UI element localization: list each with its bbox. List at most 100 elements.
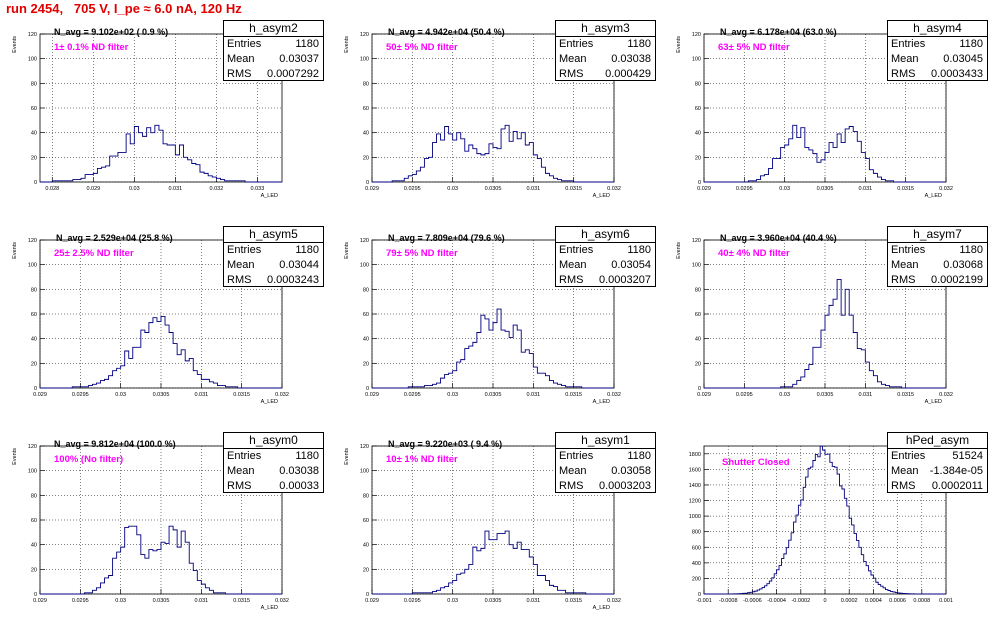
x-tick-label: 0.03 [129,186,140,192]
x-tick-label: 0.031 [194,392,208,398]
y-tick-label: 1200 [689,499,701,505]
y-tick-label: 80 [31,287,37,293]
x-tick-label: 0.0295 [404,186,421,192]
x-tick-label: 0.03 [447,186,458,192]
x-tick-label: 0.029 [33,392,47,398]
x-tick-label: 0.03 [115,598,126,604]
x-tick-label: 0.029 [86,186,100,192]
stats-row-mean: Mean 0.03068 [888,258,987,273]
y-tick-label: 40 [31,131,37,137]
x-axis-label: A_LED [261,399,278,405]
stats-value-mean: 0.03038 [279,465,319,477]
filter-label: 100% (No filter) [54,454,124,465]
y-tick-label: 100 [360,469,369,475]
stats-value-mean: 0.03054 [611,259,651,271]
stats-key-rms: RMS [891,68,916,80]
x-tick-label: 0.03 [447,392,458,398]
y-axis-label: Events [676,36,682,53]
histogram-panel: -0.001 -0.0008 -0.0006 -0.0004 -0.0002 0 0.000… [664,432,996,639]
stats-value-mean: 0.03037 [279,53,319,65]
stats-box: h_asym2 Entries 1180 Mean 0.03037 RMS 0.000729… [223,20,324,81]
n-avg-label: N_avg = 9.102e+02 ( 0.9 %) [54,27,169,37]
x-tick-label: 0.033 [251,186,265,192]
y-tick-label: 20 [363,361,369,367]
histogram-plot: 0.029 0.0295 0.03 0.0305 0.031 0.0315 0.032 0 20… [676,238,953,405]
stats-key-mean: Mean [227,259,255,271]
stats-key-rms: RMS [227,274,252,286]
y-tick-label: 100 [360,263,369,269]
stats-value-entries: 1180 [295,244,319,256]
stats-key-entries: Entries [891,450,926,462]
y-axis-label: Events [12,242,18,259]
y-tick-label: 100 [360,57,369,63]
y-tick-label: 200 [692,576,701,582]
stats-row-entries: Entries 1180 [224,243,323,258]
x-tick-label: 0.029 [697,392,711,398]
histogram-name: hPed_asym [888,433,987,449]
y-tick-label: 20 [363,155,369,161]
x-tick-label: 0.0006 [889,598,906,604]
y-tick-label: 600 [692,545,701,551]
filter-label: Shutter Closed [722,457,790,468]
stats-value-rms: 0.0003203 [599,480,651,492]
histogram-line [372,530,614,595]
stats-key-mean: Mean [227,53,255,65]
histogram-name: h_asym4 [888,21,987,37]
stats-row-rms: RMS 0.0003243 [224,273,323,288]
x-tick-label: 0.029 [365,186,379,192]
y-tick-label: 20 [695,155,701,161]
n-avg-label: N_avg = 4.942e+04 (50.4 %) [388,27,505,37]
stats-value-entries: 1180 [627,38,651,50]
stats-key-entries: Entries [559,450,594,462]
histogram-name: h_asym5 [224,227,323,243]
y-tick-label: 120 [360,444,369,450]
histogram-line [704,124,946,183]
histogram-panel: 0.029 0.0295 0.03 0.0305 0.031 0.0315 0.032 0 20… [332,432,664,639]
stats-box: h_asym4 Entries 1180 Mean 0.03045 RMS 0.000343… [887,20,988,81]
x-tick-label: 0.031 [858,392,872,398]
x-tick-label: 0.029 [697,186,711,192]
histogram-panel: 0.028 0.029 0.03 0.031 0.032 0.033 0 20 40 60 80 10… [0,20,332,227]
y-tick-label: 60 [31,518,37,524]
y-axis-label: Events [344,36,350,53]
y-tick-label: 80 [31,493,37,499]
y-axis-label: Events [344,242,350,259]
y-tick-label: 80 [363,493,369,499]
y-tick-label: 80 [695,287,701,293]
histogram-panel: 0.029 0.0295 0.03 0.0305 0.031 0.0315 0.032 0 20… [0,432,332,639]
x-tick-label: 0.0315 [565,598,582,604]
stats-value-mean: 0.03068 [943,259,983,271]
y-tick-label: 20 [695,361,701,367]
x-tick-label: -0.0006 [743,598,762,604]
histogram-line [372,308,614,389]
y-tick-label: 60 [363,106,369,112]
filter-label: 40± 4% ND filter [718,248,790,259]
histogram-panel: 0.029 0.0295 0.03 0.0305 0.031 0.0315 0.032 0 20… [664,20,996,227]
x-tick-label: -0.0002 [791,598,810,604]
y-tick-label: 80 [363,81,369,87]
stats-value-rms: 0.0003207 [599,274,651,286]
x-tick-label: 0.0315 [233,392,250,398]
y-tick-label: 100 [28,57,37,63]
stats-row-rms: RMS 0.0003207 [556,273,655,288]
stats-value-mean: 0.03058 [611,465,651,477]
y-axis-label: Events [12,448,18,465]
x-tick-label: 0.032 [607,598,621,604]
n-avg-label: N_avg = 9.220e+03 ( 9.4 %) [388,439,503,449]
stats-key-entries: Entries [891,244,926,256]
stats-key-rms: RMS [559,274,584,286]
stats-row-rms: RMS 0.0003203 [556,479,655,494]
stats-row-mean: Mean 0.03054 [556,258,655,273]
y-tick-label: 100 [692,263,701,269]
y-axis-label: Events [344,448,350,465]
stats-row-entries: Entries 1180 [556,243,655,258]
y-tick-label: 0 [34,592,37,598]
x-axis-label: A_LED [593,399,610,405]
stats-row-mean: Mean -1.384e-05 [888,464,987,479]
x-tick-label: 0.031 [194,598,208,604]
x-tick-label: 0.032 [607,186,621,192]
y-tick-label: 40 [31,543,37,549]
stats-key-mean: Mean [227,465,255,477]
y-tick-label: 80 [363,287,369,293]
histogram-name: h_asym7 [888,227,987,243]
